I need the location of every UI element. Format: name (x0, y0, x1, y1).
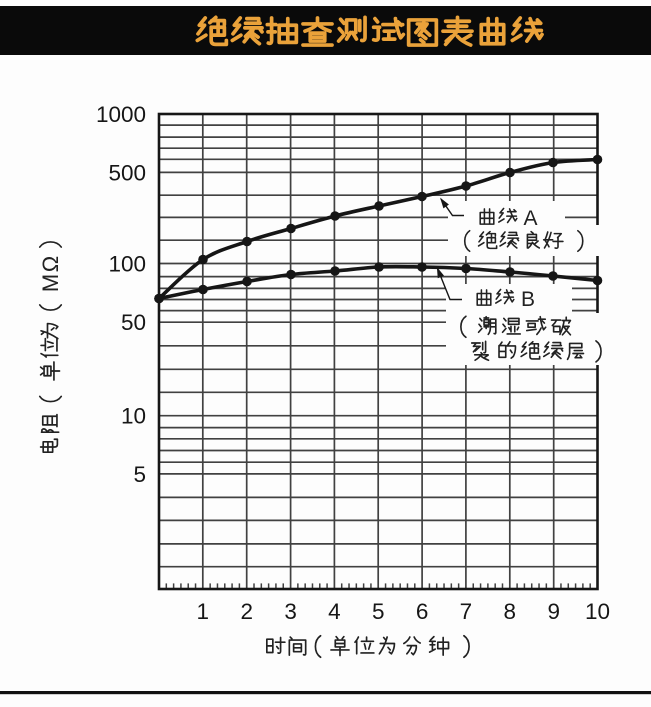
svg-text:1: 1 (197, 599, 210, 624)
svg-text:5: 5 (372, 599, 385, 624)
svg-text:10: 10 (585, 599, 610, 624)
svg-text:4: 4 (328, 599, 341, 624)
svg-text:8: 8 (504, 599, 517, 624)
svg-text:5: 5 (133, 462, 146, 487)
svg-text:50: 50 (121, 310, 146, 335)
svg-text:1000: 1000 (96, 102, 146, 127)
svg-text:A: A (523, 207, 537, 230)
svg-text:Ω: Ω (38, 256, 63, 272)
svg-text:500: 500 (108, 160, 146, 185)
svg-text:100: 100 (108, 252, 146, 277)
svg-text:2: 2 (240, 599, 253, 624)
svg-text:7: 7 (460, 599, 473, 624)
svg-text:3: 3 (284, 599, 297, 624)
svg-text:9: 9 (547, 599, 560, 624)
svg-text:M: M (38, 274, 63, 292)
svg-text:B: B (521, 288, 535, 311)
svg-text:10: 10 (121, 404, 146, 429)
svg-text:6: 6 (416, 599, 429, 624)
